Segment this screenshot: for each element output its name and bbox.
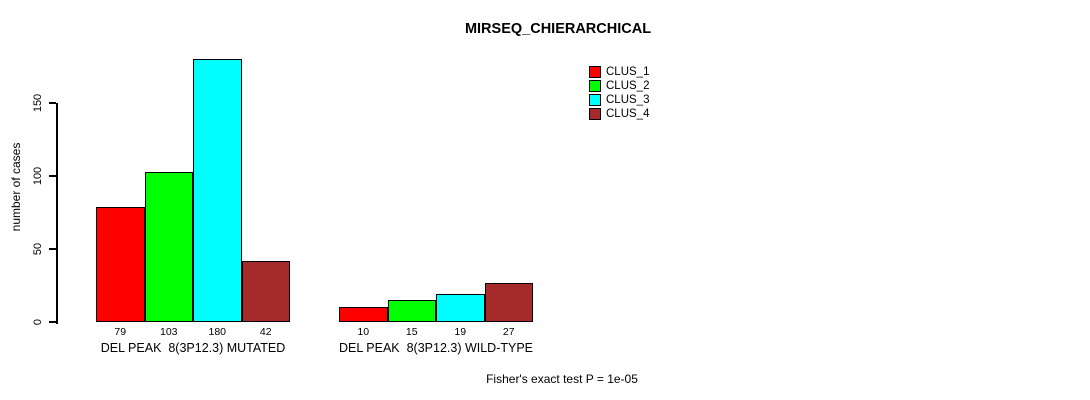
y-axis-tick [49,175,56,177]
bar-value-label: 15 [405,326,418,338]
bar-value-label: 19 [454,326,467,338]
legend-label: CLUS_2 [606,80,650,92]
bar-CLUS_4 [484,282,533,322]
y-axis-line [56,103,58,324]
x-axis-group-label: DEL PEAK 8(3P12.3) WILD-TYPE [338,341,534,355]
bar-value-label: 79 [114,326,127,338]
y-axis-label: number of cases [9,142,23,232]
bar-CLUS_1 [339,307,388,322]
chart-title: MIRSEQ_CHIERARCHICAL [464,21,652,37]
annotation-text: Fisher's exact test P = 1e-05 [486,372,638,386]
y-axis-tick [49,102,56,104]
bar-CLUS_2 [387,300,436,322]
legend-label: CLUS_3 [606,94,650,106]
bar-value-label: 42 [259,326,272,338]
legend-swatch [589,80,601,92]
x-axis-group-label: DEL PEAK 8(3P12.3) MUTATED [100,341,286,355]
legend-swatch [589,108,601,120]
legend-label: CLUS_1 [606,66,650,78]
legend-item: CLUS_1 [589,65,649,79]
legend: CLUS_1 CLUS_2 CLUS_3 CLUS_4 [589,65,649,121]
bar-CLUS_2 [144,171,193,322]
y-axis-tick-label: 0 [32,318,44,326]
y-axis-tick [49,321,56,323]
legend-item: CLUS_2 [589,79,649,93]
y-axis-tick [49,248,56,250]
bar-value-label: 27 [502,326,515,338]
legend-swatch [589,94,601,106]
bar-value-label: 103 [159,326,178,338]
legend-item: CLUS_3 [589,93,649,107]
bar-CLUS_3 [193,59,242,322]
y-axis-tick-label: 150 [32,93,44,113]
bar-CLUS_3 [436,294,485,322]
legend-swatch [589,66,601,78]
legend-label: CLUS_4 [606,108,650,120]
bar-value-label: 10 [357,326,370,338]
bar-CLUS_1 [96,206,145,322]
bar-value-label: 180 [208,326,227,338]
y-axis-tick-label: 50 [32,242,44,256]
bar-CLUS_4 [241,260,290,322]
legend-item: CLUS_4 [589,107,649,121]
y-axis-tick-label: 100 [32,166,44,186]
